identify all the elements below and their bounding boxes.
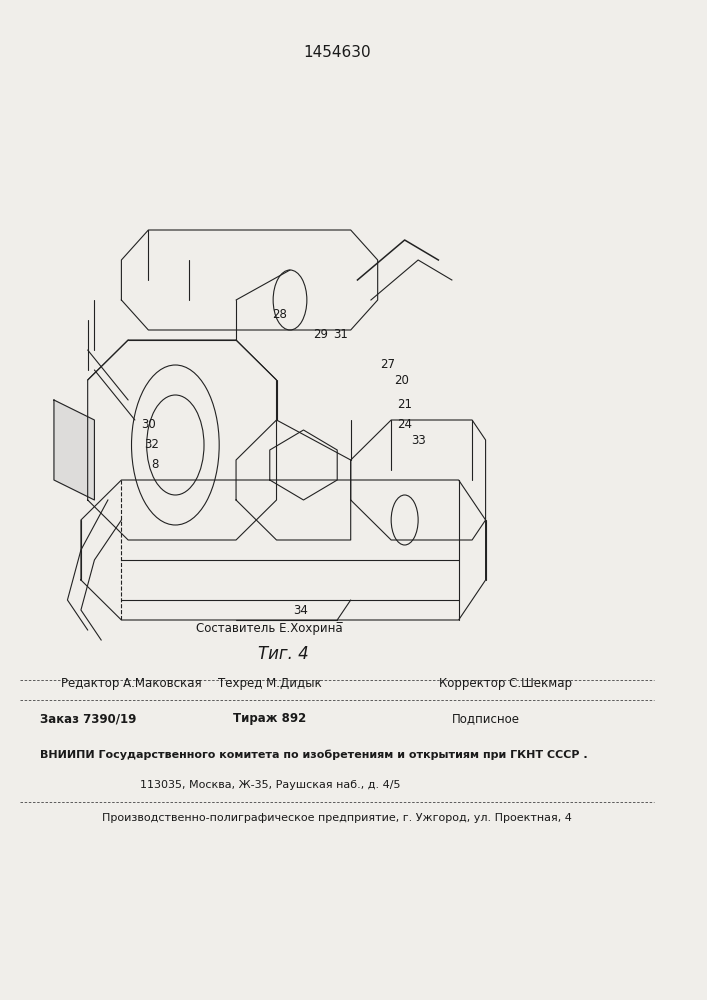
Text: 32: 32 — [144, 438, 159, 452]
Text: Составитель Е.Хохрина̅: Составитель Е.Хохрина̅ — [197, 622, 343, 635]
Text: 21: 21 — [397, 398, 412, 412]
Text: Τиг. 4: Τиг. 4 — [258, 645, 309, 663]
Text: Техред М.Дидык: Техред М.Дидык — [218, 677, 322, 690]
Text: 33: 33 — [411, 434, 426, 446]
Text: 24: 24 — [397, 418, 412, 432]
Text: Заказ 7390/19: Заказ 7390/19 — [40, 712, 137, 725]
Text: 113035, Москва, Ж-35, Раушская наб., д. 4/5: 113035, Москва, Ж-35, Раушская наб., д. … — [139, 780, 400, 790]
Text: 31: 31 — [333, 328, 348, 342]
Text: 34: 34 — [293, 603, 308, 616]
Text: Подписное: Подписное — [452, 712, 520, 725]
Text: Редактор А.Маковская: Редактор А.Маковская — [61, 677, 201, 690]
Text: Производственно-полиграфическое предприятие, г. Ужгород, ул. Проектная, 4: Производственно-полиграфическое предприя… — [103, 813, 572, 823]
Text: 1454630: 1454630 — [303, 45, 371, 60]
Text: 30: 30 — [141, 418, 156, 432]
Text: 20: 20 — [394, 373, 409, 386]
Text: ВНИИПИ Государственного комитета по изобретениям и открытиям при ГКНТ СССР .: ВНИИПИ Государственного комитета по изоб… — [40, 750, 588, 760]
Text: 27: 27 — [380, 359, 395, 371]
Text: 8: 8 — [151, 458, 159, 472]
Text: 28: 28 — [272, 308, 287, 322]
Polygon shape — [54, 400, 95, 500]
Text: Тираж 892: Тираж 892 — [233, 712, 306, 725]
Text: 29: 29 — [313, 328, 328, 342]
Text: Корректор С.Шекмар: Корректор С.Шекмар — [439, 677, 573, 690]
